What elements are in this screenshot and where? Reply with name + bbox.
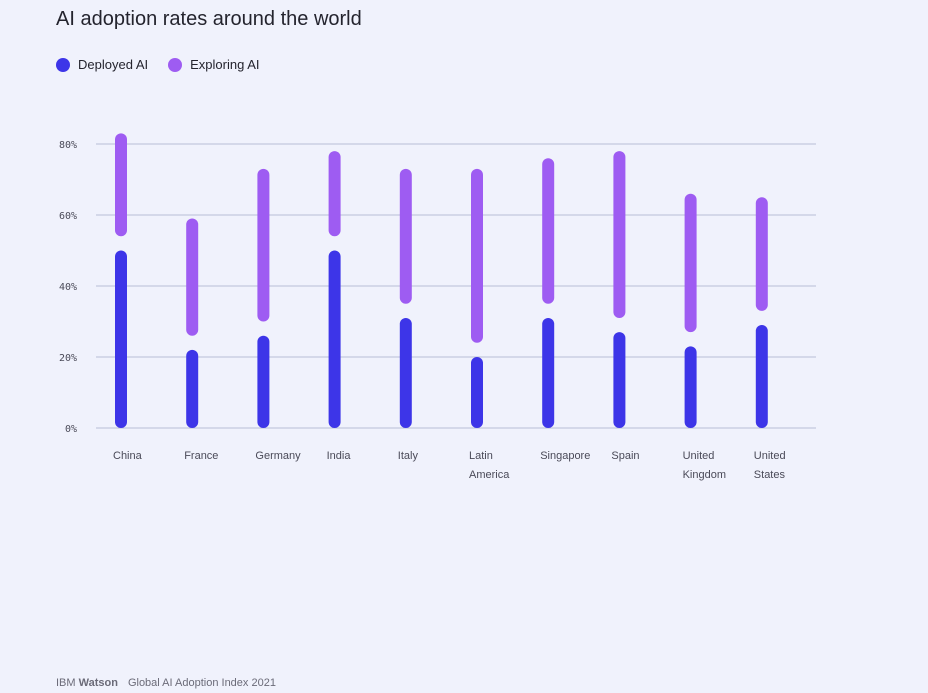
x-tick-label: France bbox=[184, 450, 218, 462]
deployed-bar bbox=[399, 317, 412, 428]
exploring-bar bbox=[257, 168, 270, 322]
x-tick-label-line: Spain bbox=[611, 450, 639, 462]
x-tick-label-line: United bbox=[754, 450, 786, 462]
x-tick-label: Spain bbox=[611, 450, 639, 462]
deployed-bar bbox=[186, 349, 199, 428]
deployed-bar bbox=[328, 250, 341, 428]
x-tick-label: Italy bbox=[398, 450, 419, 462]
x-tick-label: United Kingdom bbox=[683, 450, 726, 481]
deployed-bar bbox=[471, 357, 483, 428]
footer: IBM Watson Global AI Adoption Index 2021 bbox=[56, 677, 276, 689]
y-tick-label: 80% bbox=[59, 140, 77, 151]
legend-item-exploring: Exploring AI bbox=[168, 57, 259, 72]
x-tick-label-line: United bbox=[683, 450, 715, 462]
x-tick-label-line: Italy bbox=[398, 450, 419, 462]
x-tick-label: United States bbox=[754, 450, 786, 481]
exploring-bar bbox=[684, 193, 697, 333]
legend-item-deployed: Deployed AI bbox=[56, 57, 148, 72]
legend-label-exploring: Exploring AI bbox=[190, 57, 260, 72]
chart-legend: Deployed AI Exploring AI bbox=[56, 57, 259, 72]
x-tick-label-line: States bbox=[754, 469, 786, 481]
x-tick-label-line: Latin bbox=[469, 450, 493, 462]
x-tick-label-line: America bbox=[469, 469, 510, 481]
x-tick-label: Germany bbox=[255, 450, 301, 462]
deployed-bar bbox=[115, 250, 127, 428]
x-tick-label: China bbox=[113, 450, 143, 462]
y-tick-label: 60% bbox=[59, 211, 77, 222]
exploring-bar bbox=[186, 218, 199, 336]
chart-title: AI adoption rates around the world bbox=[56, 8, 362, 30]
y-tick-label: 40% bbox=[59, 282, 77, 293]
footer-brand-bold: Watson bbox=[78, 677, 118, 689]
legend-swatch-deployed bbox=[56, 57, 70, 72]
exploring-bar bbox=[613, 151, 626, 318]
x-tick-label-line: France bbox=[184, 450, 218, 462]
exploring-bar bbox=[399, 168, 412, 304]
exploring-bar bbox=[755, 197, 768, 311]
footer-source: Global AI Adoption Index 2021 bbox=[127, 677, 276, 689]
x-tick-label-line: Singapore bbox=[540, 450, 590, 462]
deployed-bar bbox=[542, 317, 555, 428]
x-tick-label-line: India bbox=[327, 450, 352, 462]
y-tick-label: 20% bbox=[59, 353, 77, 364]
x-tick-label-line: Germany bbox=[255, 450, 301, 462]
deployed-bar bbox=[684, 346, 697, 428]
legend-swatch-exploring bbox=[168, 57, 183, 72]
deployed-bar bbox=[613, 332, 626, 428]
footer-brand-prefix: IBM bbox=[56, 677, 76, 689]
exploring-bar bbox=[328, 151, 341, 237]
exploring-bar bbox=[471, 168, 483, 343]
footer-brand: IBM Watson bbox=[56, 677, 118, 689]
deployed-bar bbox=[257, 335, 270, 428]
deployed-bar bbox=[755, 325, 768, 428]
x-tick-label: Singapore bbox=[540, 450, 590, 462]
y-tick-label: 0% bbox=[65, 424, 77, 435]
x-tick-label-line: China bbox=[113, 450, 143, 462]
x-tick-label-line: Kingdom bbox=[683, 469, 726, 481]
x-tick-label: India bbox=[327, 450, 352, 462]
legend-label-deployed: Deployed AI bbox=[78, 57, 149, 72]
x-tick-label: Latin America bbox=[469, 450, 510, 481]
exploring-bar bbox=[115, 133, 127, 237]
exploring-bar bbox=[542, 158, 555, 304]
